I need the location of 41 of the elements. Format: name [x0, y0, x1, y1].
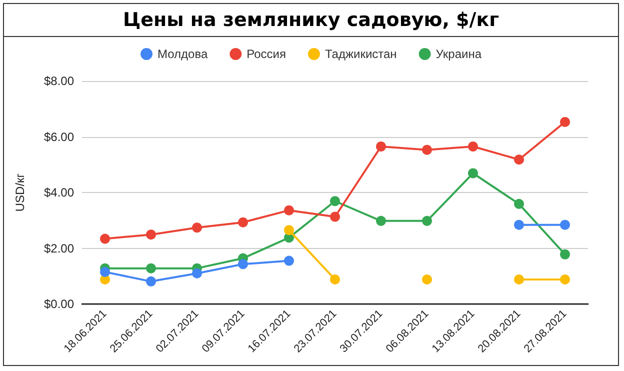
legend-label: Таджикистан — [324, 47, 397, 61]
point — [560, 249, 570, 260]
point — [468, 168, 478, 178]
y-tick-label: $4.00 — [44, 186, 74, 200]
point — [100, 266, 110, 277]
point — [376, 216, 386, 226]
point — [330, 212, 340, 222]
point — [192, 268, 202, 278]
point — [238, 217, 248, 228]
y-tick-label: $6.00 — [44, 130, 74, 144]
point — [284, 225, 294, 236]
point — [514, 220, 524, 230]
point — [514, 274, 524, 284]
point — [330, 274, 340, 284]
legend-label: Россия — [246, 47, 286, 61]
point — [422, 144, 432, 155]
point — [376, 142, 386, 152]
chart-title: Цены на землянику садовую, $/кг — [4, 4, 618, 37]
point — [192, 222, 202, 233]
point — [146, 230, 156, 240]
point — [422, 274, 432, 284]
y-tick-label: $2.00 — [44, 241, 74, 256]
point — [514, 154, 524, 165]
y-axis-title: USD/кг — [13, 172, 27, 212]
point — [514, 198, 524, 209]
point — [330, 196, 340, 206]
y-tick-label: $8.00 — [44, 74, 74, 88]
point — [468, 142, 478, 152]
point — [284, 205, 294, 216]
point — [560, 274, 570, 284]
point — [560, 116, 570, 127]
point — [238, 259, 248, 270]
point — [100, 234, 110, 244]
legend-label: Украина — [436, 47, 482, 61]
point — [146, 263, 156, 274]
point — [284, 256, 294, 266]
point — [146, 276, 156, 286]
legend-label: Молдова — [158, 47, 208, 61]
y-tick-label: $0.00 — [44, 297, 74, 311]
point — [422, 216, 432, 226]
point — [560, 220, 570, 230]
